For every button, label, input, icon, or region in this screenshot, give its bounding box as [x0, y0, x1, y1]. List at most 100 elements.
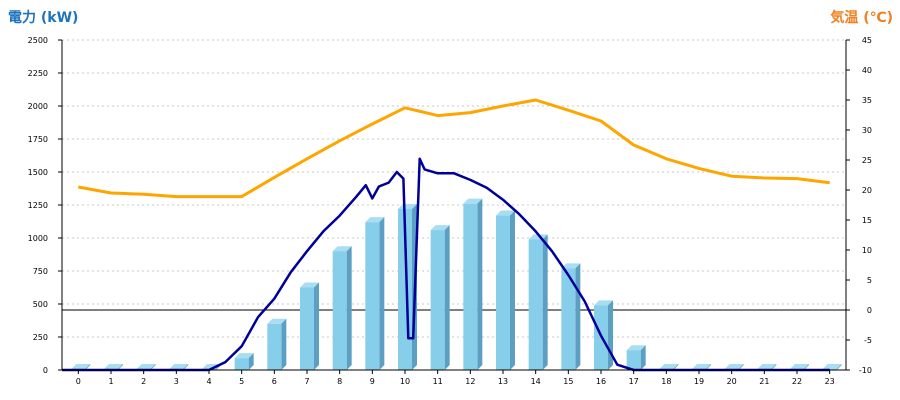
right-tick-label: 35 — [862, 96, 872, 105]
bar-top — [267, 318, 287, 324]
x-tick-label: 6 — [272, 377, 277, 386]
x-tick-label: 19 — [694, 377, 704, 386]
bar-side — [118, 364, 123, 370]
bar-top — [300, 282, 319, 288]
temperature-line — [78, 98, 830, 199]
x-tick-label: 15 — [563, 377, 573, 386]
x-tick-label: 23 — [825, 377, 835, 386]
bar-side — [85, 364, 91, 370]
left-tick-label: 2000 — [28, 102, 48, 111]
bar-front — [430, 230, 445, 370]
bar-side — [836, 364, 842, 370]
x-tick-label: 10 — [400, 377, 410, 386]
bar — [496, 210, 515, 370]
bar-side — [150, 364, 156, 370]
bar-front — [626, 350, 641, 370]
x-tick-label: 3 — [174, 377, 179, 386]
x-tick-label: 20 — [727, 377, 737, 386]
bar-side — [673, 364, 679, 370]
bar-top — [594, 300, 613, 306]
left-axis-title: 電力 (kW) — [8, 9, 78, 26]
bar-side — [575, 263, 581, 370]
bar-side — [640, 345, 646, 370]
left-tick-label: 750 — [33, 267, 48, 276]
bar — [332, 246, 352, 370]
right-tick-label: -10 — [859, 366, 872, 375]
x-tick-label: 18 — [661, 377, 671, 386]
right-tick-label: 40 — [862, 66, 872, 75]
bar-top — [104, 364, 123, 369]
bar — [463, 198, 483, 370]
bar-front — [496, 215, 510, 370]
x-tick-label: 21 — [759, 377, 769, 386]
right-tick-label: 15 — [862, 216, 872, 225]
right-tick-label: 5 — [867, 276, 872, 285]
bar-top — [659, 364, 679, 369]
bar-front — [561, 268, 576, 370]
bar — [234, 353, 254, 370]
right-tick-label: 25 — [862, 156, 872, 165]
bar-side — [542, 234, 548, 370]
bar-top — [822, 364, 842, 369]
left-tick-label: 1000 — [28, 234, 48, 243]
bar-side — [281, 318, 287, 370]
right-tick-label: 0 — [867, 306, 872, 315]
left-tick-label: 1250 — [28, 201, 48, 210]
left-tick-label: 1750 — [28, 135, 48, 144]
left-tick-label: 0 — [43, 366, 48, 375]
right-axis-title: 気温 (℃) — [830, 9, 893, 26]
x-tick-label: 4 — [206, 377, 211, 386]
bar-side — [379, 217, 385, 370]
x-tick-label: 9 — [370, 377, 375, 386]
bar-top — [430, 225, 450, 231]
x-tick-label: 2 — [141, 377, 146, 386]
x-tick-label: 22 — [792, 377, 802, 386]
bar-side — [706, 364, 711, 370]
bar-side — [510, 210, 515, 370]
bar-top — [136, 364, 156, 369]
left-tick-label: 250 — [33, 333, 48, 342]
bar-front — [528, 239, 543, 370]
right-tick-label: 45 — [862, 36, 872, 45]
bar-top — [332, 246, 352, 252]
power-line — [62, 157, 830, 372]
bar-top — [561, 263, 581, 269]
right-tick-label: 30 — [862, 126, 872, 135]
bar-side — [477, 198, 483, 370]
right-tick-label: -5 — [864, 336, 872, 345]
left-tick-label: 1500 — [28, 168, 48, 177]
bar-side — [771, 364, 777, 370]
bar-front — [332, 251, 347, 370]
x-tick-label: 12 — [465, 377, 475, 386]
bar-side — [804, 364, 809, 370]
x-tick-label: 17 — [629, 377, 639, 386]
bar-top — [234, 353, 254, 359]
bar-side — [183, 364, 189, 370]
bar-side — [738, 364, 744, 370]
x-tick-label: 5 — [239, 377, 244, 386]
bar — [626, 345, 646, 370]
bar-top — [71, 364, 91, 369]
axes: 02505007501000125015001750200022502500-1… — [28, 36, 872, 386]
bar — [594, 300, 613, 370]
bar-series — [71, 198, 842, 370]
left-tick-label: 500 — [33, 300, 48, 309]
x-tick-label: 0 — [76, 377, 81, 386]
bar-side — [346, 246, 352, 370]
right-tick-label: 20 — [862, 186, 872, 195]
bar-top — [626, 345, 646, 351]
x-tick-label: 16 — [596, 377, 606, 386]
bar-top — [724, 364, 744, 369]
bar-top — [398, 203, 417, 209]
right-tick-label: 10 — [862, 246, 872, 255]
bar-top — [169, 364, 189, 369]
bar-top — [365, 217, 385, 223]
x-tick-label: 1 — [108, 377, 113, 386]
bar-front — [234, 358, 249, 370]
x-tick-label: 7 — [304, 377, 309, 386]
bar-front — [300, 287, 314, 370]
bar — [430, 225, 450, 370]
bar-top — [528, 234, 548, 240]
bar — [267, 318, 287, 370]
